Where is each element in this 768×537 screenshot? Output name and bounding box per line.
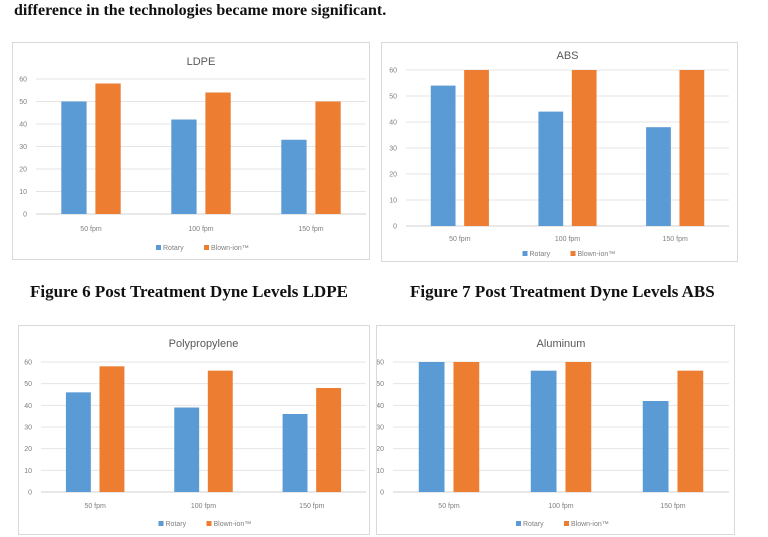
- bar-rotary: [171, 119, 197, 214]
- bar-rotary: [61, 101, 87, 214]
- y-tick-label: 40: [377, 403, 384, 410]
- legend-label: Rotary: [530, 251, 551, 258]
- y-tick-label: 20: [389, 172, 397, 179]
- legend-label: Blown-ion™: [578, 251, 616, 258]
- chart-svg: Polypropylene 0 10 20 30 40 50 60 50 fpm 100 fpm 1…: [24, 338, 366, 528]
- y-tick-label: 20: [377, 446, 384, 453]
- chart-title: ABS: [556, 50, 578, 62]
- y-tick-label: 60: [19, 77, 27, 84]
- chart-title: Aluminum: [537, 338, 586, 350]
- chart-svg: ABS 0 10 20 30 40 50 60 50 fpm 100 fpm 150 fpm Rota…: [389, 50, 729, 258]
- legend-swatch: [156, 245, 161, 250]
- y-tick-label: 10: [19, 189, 27, 196]
- x-tick-label: 50 fpm: [84, 503, 106, 510]
- bar-blown-ion: [677, 370, 704, 492]
- y-tick-label: 0: [23, 212, 27, 219]
- x-tick-label: 150 fpm: [660, 503, 685, 510]
- bar-blown-ion: [207, 370, 233, 492]
- y-tick-label: 60: [377, 360, 384, 367]
- legend-swatch: [516, 521, 521, 526]
- y-tick-label: 0: [393, 224, 397, 231]
- bar-blown-ion: [315, 101, 341, 214]
- x-tick-label: 100 fpm: [548, 503, 573, 510]
- x-tick-label: 150 fpm: [663, 236, 688, 243]
- bar-rotary: [418, 362, 445, 492]
- legend-label: Rotary: [163, 245, 184, 252]
- chart-aluminum: Aluminum 0 10 20 30 40 50 60 50 fpm 100 fpm 150 fp…: [376, 325, 735, 535]
- legend-swatch: [204, 245, 209, 250]
- y-tick-label: 40: [19, 122, 27, 129]
- x-tick-label: 100 fpm: [188, 226, 213, 233]
- y-tick-label: 0: [380, 490, 384, 497]
- y-tick-label: 50: [19, 99, 27, 106]
- x-tick-label: 50 fpm: [80, 226, 102, 233]
- bar-blown-ion: [453, 362, 480, 492]
- legend-swatch: [564, 521, 569, 526]
- x-tick-label: 100 fpm: [191, 503, 216, 510]
- bar-blown-ion: [99, 366, 125, 492]
- y-tick-label: 10: [24, 468, 32, 475]
- x-tick-label: 150 fpm: [298, 226, 323, 233]
- y-tick-label: 0: [28, 490, 32, 497]
- y-tick-label: 60: [389, 68, 397, 75]
- y-tick-label: 30: [19, 144, 27, 151]
- bar-rotary: [530, 370, 557, 492]
- bar-rotary: [646, 127, 671, 226]
- bar-rotary: [174, 407, 200, 492]
- bar-rotary: [642, 401, 669, 492]
- chart-title: LDPE: [187, 56, 216, 68]
- y-tick-label: 10: [389, 198, 397, 205]
- y-tick-label: 20: [19, 167, 27, 174]
- x-tick-label: 50 fpm: [449, 236, 471, 243]
- legend-swatch: [158, 521, 164, 526]
- y-tick-label: 30: [389, 146, 397, 153]
- figure-6-caption: Figure 6 Post Treatment Dyne Levels LDPE: [30, 282, 348, 301]
- y-tick-label: 50: [389, 94, 397, 101]
- legend-swatch: [206, 521, 212, 526]
- legend-swatch: [522, 251, 528, 256]
- legend-label: Blown-ion™: [211, 245, 249, 252]
- legend-label: Blown-ion™: [571, 521, 609, 528]
- figure-7-caption: Figure 7 Post Treatment Dyne Levels ABS: [410, 282, 715, 301]
- x-tick-label: 150 fpm: [299, 503, 324, 510]
- y-tick-label: 30: [377, 425, 384, 432]
- bar-rotary: [430, 85, 456, 226]
- y-tick-label: 30: [24, 425, 32, 432]
- bar-blown-ion: [679, 70, 705, 226]
- chart-svg: LDPE 0 10 20 30 40 50 60 50 fpm 100 fpm 150 fpm Rot…: [19, 56, 366, 252]
- bar-rotary: [538, 111, 564, 226]
- legend-label: Blown-ion™: [214, 521, 252, 528]
- y-tick-label: 10: [377, 468, 384, 475]
- bar-blown-ion: [316, 388, 342, 492]
- bar-blown-ion: [205, 92, 231, 214]
- bar-rotary: [281, 139, 307, 214]
- y-tick-label: 40: [24, 403, 32, 410]
- bar-blown-ion: [464, 70, 489, 226]
- bar-blown-ion: [95, 83, 121, 214]
- chart-abs: ABS 0 10 20 30 40 50 60 50 fpm 100 fpm 150 fpm Rota…: [381, 42, 738, 262]
- x-tick-label: 100 fpm: [555, 236, 580, 243]
- y-tick-label: 50: [377, 381, 384, 388]
- bar-blown-ion: [571, 70, 597, 226]
- x-tick-label: 50 fpm: [438, 503, 460, 510]
- bar-rotary: [65, 392, 91, 492]
- chart-ldpe: LDPE 0 10 20 30 40 50 60 50 fpm 100 fpm 150 fpm Rot…: [12, 42, 370, 260]
- legend-swatch: [570, 251, 576, 256]
- y-tick-label: 20: [24, 446, 32, 453]
- legend-label: Rotary: [166, 521, 187, 528]
- y-tick-label: 60: [24, 360, 32, 367]
- y-tick-label: 40: [389, 120, 397, 127]
- intro-text: difference in the technologies became mo…: [14, 2, 387, 19]
- chart-svg: Aluminum 0 10 20 30 40 50 60 50 fpm 100 fpm 150 fp…: [377, 338, 729, 528]
- y-tick-label: 50: [24, 381, 32, 388]
- bar-blown-ion: [565, 362, 592, 492]
- chart-title: Polypropylene: [169, 338, 239, 350]
- legend-label: Rotary: [523, 521, 544, 528]
- bar-rotary: [282, 414, 308, 492]
- chart-polypropylene: Polypropylene 0 10 20 30 40 50 60 50 fpm 100 fpm 1…: [18, 325, 370, 535]
